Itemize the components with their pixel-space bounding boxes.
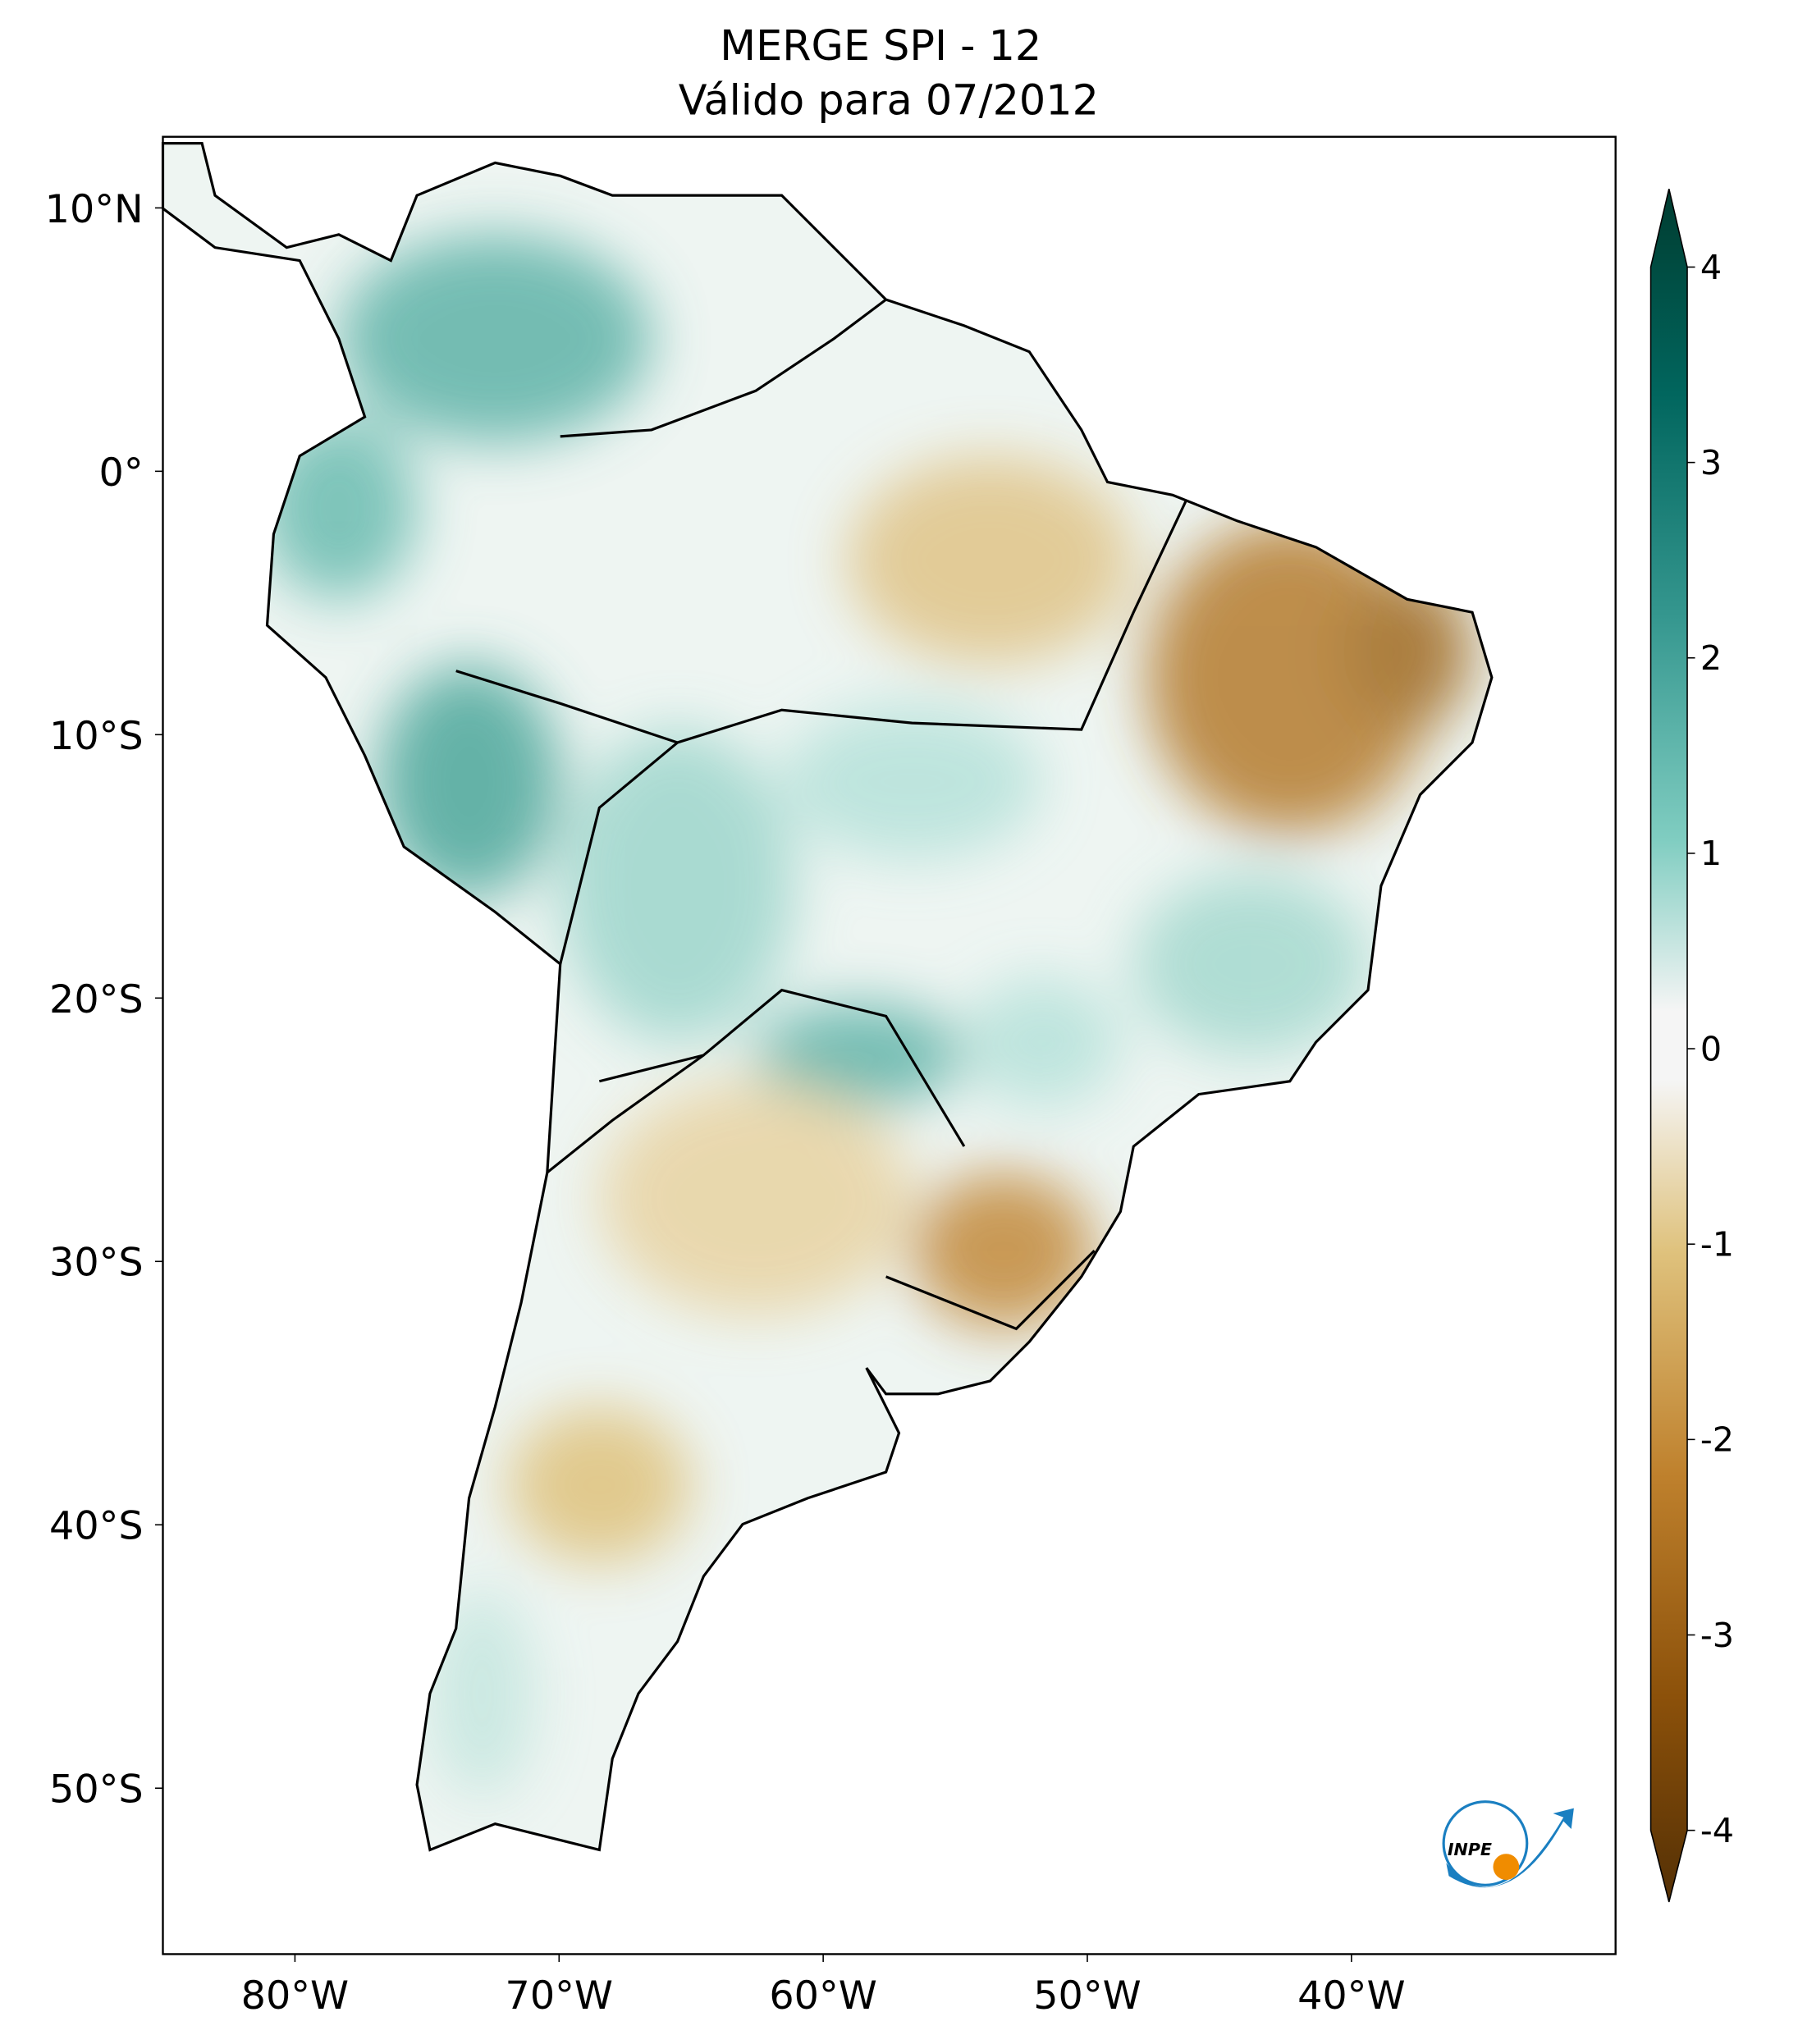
- colorbar-ticks: 4 3 2 1 0 -1 -2 -3 -4: [1687, 248, 1734, 1850]
- y-tick-label: 10°S: [49, 714, 144, 759]
- x-tick-label: 40°W: [1297, 1973, 1405, 2019]
- map-frame: [162, 135, 1617, 1955]
- colorbar: 4 3 2 1 0 -1 -2 -3 -4: [1649, 189, 1734, 1903]
- colorbar-tick-label: -1: [1700, 1224, 1734, 1264]
- x-tick-label: 60°W: [769, 1973, 876, 2019]
- y-tick-label: 30°S: [49, 1241, 144, 1286]
- colorbar-tick-label: 1: [1700, 834, 1722, 873]
- colorbar-tick-label: 0: [1700, 1029, 1722, 1068]
- map-title: MERGE SPI - 12: [720, 21, 1041, 70]
- x-tick-label: 80°W: [241, 1973, 349, 2019]
- y-tick-label: 10°N: [45, 187, 144, 232]
- axes: 80°W 70°W 60°W 50°W 40°W 10°N 0° 10°S 20°S 30°S 40…: [45, 187, 1406, 2019]
- colorbar-tick-label: -4: [1700, 1811, 1734, 1850]
- colorbar-tick-label: -2: [1700, 1420, 1734, 1460]
- colorbar-tick-label: 2: [1700, 638, 1722, 678]
- borders: [455, 298, 1187, 1331]
- spi-field: [162, 143, 1492, 1850]
- y-tick-label: 0°: [99, 450, 144, 496]
- colorbar-tick-label: -3: [1700, 1616, 1734, 1655]
- y-tick-label: 40°S: [49, 1504, 144, 1549]
- colorbar-body: [1649, 189, 1688, 1903]
- y-tick-label: 50°S: [49, 1767, 144, 1813]
- logo: INPE: [1442, 1800, 1574, 1888]
- x-tick-label: 50°W: [1033, 1973, 1141, 2019]
- map-subtitle: Válido para 07/2012: [679, 76, 1099, 125]
- x-tick-label: 70°W: [506, 1973, 613, 2019]
- y-tick-label: 20°S: [49, 977, 144, 1022]
- colorbar-tick-label: 3: [1700, 443, 1722, 482]
- title-block: MERGE SPI - 12 Válido para 07/2012: [679, 21, 1099, 125]
- logo-text: INPE: [1448, 1840, 1492, 1859]
- colorbar-tick-label: 4: [1700, 248, 1722, 287]
- logo-dot: [1493, 1854, 1520, 1880]
- logo-ring: [1442, 1800, 1529, 1886]
- logo-swoosh: [1446, 1808, 1574, 1888]
